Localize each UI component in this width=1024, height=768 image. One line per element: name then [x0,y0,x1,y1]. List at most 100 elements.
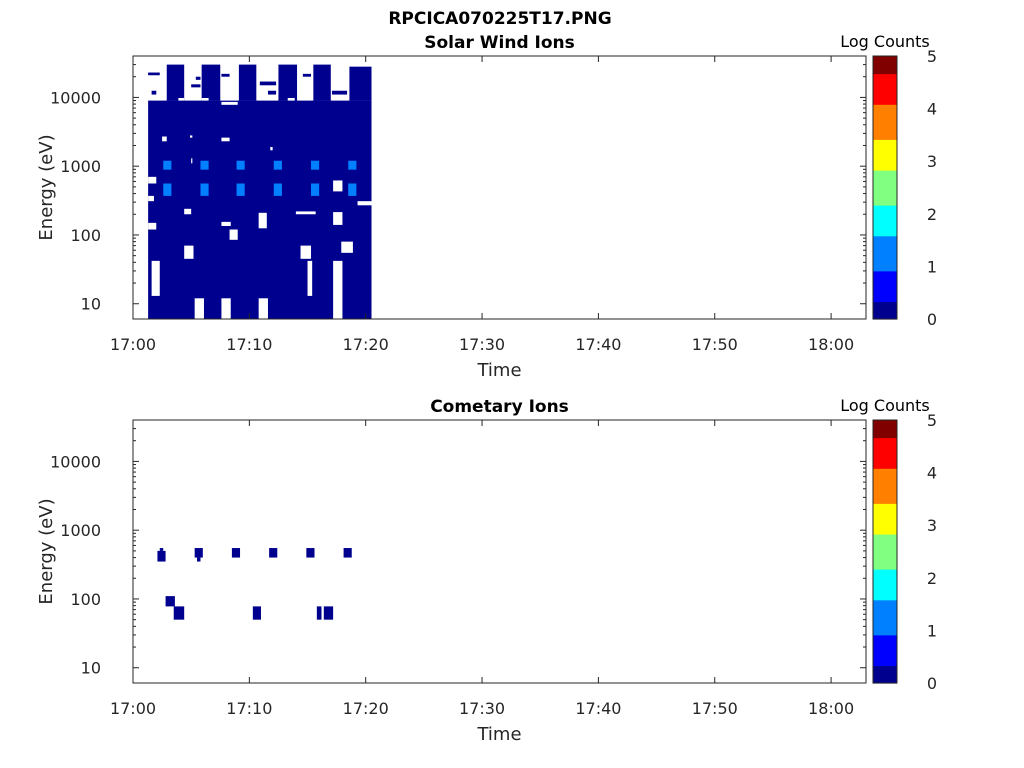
colorbar-segment [873,117,897,123]
colorbar-segment [873,86,897,92]
colorbar-segment [873,266,897,272]
colorbar-segment [873,152,897,158]
heatmap-cell [201,64,221,101]
colorbar-segment [873,555,897,561]
colorbar-segment [873,275,897,281]
colorbar-segment [873,494,897,500]
colorbar-segment [873,121,897,127]
colorbar-segment [873,560,897,566]
heatmap-cell [333,212,343,225]
panel-title: Solar Wind Ions [424,33,575,53]
y-tick-label: 10000 [50,88,101,107]
colorbar-segment [873,174,897,180]
colorbar-segment [873,577,897,583]
heatmap-cell [307,260,313,296]
x-tick-label: 17:40 [575,699,621,718]
heatmap-cell [221,64,238,101]
colorbar-segment [873,573,897,579]
colorbar-segment [873,314,897,320]
heatmap-cell [151,90,157,95]
plot-frame [132,55,867,320]
heatmap-cell [236,183,245,196]
colorbar-segment [873,674,897,680]
panel-1: Solar Wind Ions 17:00 17:10 17:20 17:30 17:40… [36,32,937,381]
colorbar-tick-label: 2 [927,569,937,588]
colorbar-segment [873,525,897,531]
colorbar-segment [873,647,897,653]
colorbar-segment [873,240,897,246]
colorbar-segment [873,226,897,232]
colorbar-segment [873,428,897,434]
heatmap-cell [258,212,267,229]
heatmap-cells [157,548,352,620]
heatmap-cell [258,298,268,319]
heatmap-cell [267,90,277,95]
heatmap-cell [311,160,320,170]
colorbar-segment [873,169,897,175]
panel-2: Cometary Ions 17:00 17:10 17:20 17:30 17:40 17… [36,396,937,745]
colorbar-segment [873,288,897,294]
colorbar-segment [873,292,897,298]
colorbar-segment [873,148,897,154]
colorbar-segment [873,437,897,443]
colorbar-tick-label: 4 [927,464,937,483]
heatmap-cell [221,101,238,105]
heatmap-cell [148,222,157,230]
colorbar-tick-label: 0 [927,674,937,693]
colorbar-segment [873,91,897,97]
heatmap-cell [323,606,334,620]
colorbar-tick-label: 4 [927,100,937,119]
heatmap-cell [311,183,320,196]
colorbar-segment [873,64,897,70]
colorbar-segment [873,468,897,474]
colorbar-segment [873,516,897,522]
colorbar-segment [873,156,897,162]
heatmap-cell [148,72,160,76]
heatmap-cell [333,260,343,319]
x-tick-label: 17:20 [343,699,389,718]
colorbar-segment [873,481,897,487]
heatmap-cell [148,176,157,184]
colorbar-segment [873,77,897,83]
heatmap-cell [165,596,175,607]
colorbar-segment [873,262,897,267]
colorbar-segment [873,485,897,491]
heatmap-cell [313,64,331,101]
colorbar-segment [873,634,897,640]
heatmap-cell [287,98,295,101]
x-tick-label: 17:00 [110,335,156,354]
heatmap-cell [162,136,167,142]
colorbar-segment [873,507,897,513]
heatmap-cell [333,180,343,192]
colorbar-segment [873,630,897,636]
y-axis-label: Energy (eV) [36,498,57,604]
heatmap-cell [163,160,172,170]
colorbar-segment [873,305,897,311]
heatmap-cell [185,64,201,101]
colorbar-segment [873,604,897,610]
x-tick-label: 18:00 [808,335,854,354]
colorbar-segment [873,617,897,623]
colorbar-segment [873,626,897,631]
heatmap-cell [302,73,312,77]
colorbar-tick-label: 5 [927,47,937,66]
panels: Solar Wind Ions 17:00 17:10 17:20 17:30 17:40… [36,32,937,745]
colorbar-segment [873,200,897,206]
colorbar-segment [873,498,897,504]
colorbar-segment [873,446,897,452]
colorbar-tick-label: 1 [927,621,937,640]
colorbar-segment [873,582,897,588]
y-tick-label: 1000 [60,521,101,540]
colorbar-segment [873,257,897,263]
heatmap-cell [194,548,203,558]
colorbar-segment [873,143,897,149]
x-tick-label: 17:50 [692,335,738,354]
colorbar-segment [873,542,897,548]
heatmap-cell [166,64,185,101]
colorbar-segment [873,652,897,658]
y-tick-label: 100 [70,226,101,245]
colorbar-segment [873,126,897,132]
colorbar-segment [873,678,897,684]
colorbar-segment [873,599,897,605]
